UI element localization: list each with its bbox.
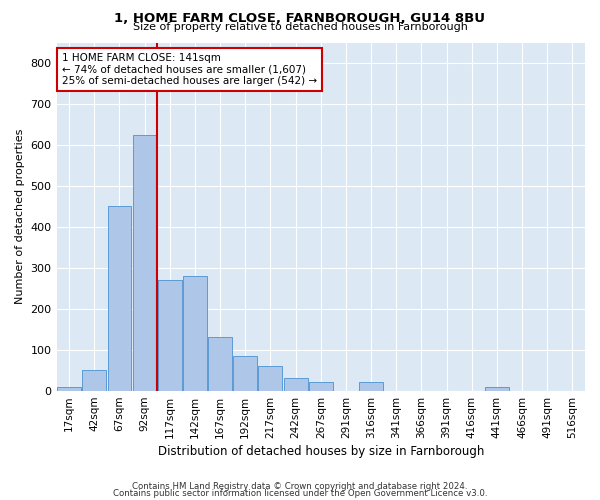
Bar bbox=[107, 206, 131, 390]
Text: Contains public sector information licensed under the Open Government Licence v3: Contains public sector information licen… bbox=[113, 488, 487, 498]
Bar bbox=[233, 356, 257, 390]
Text: 1 HOME FARM CLOSE: 141sqm
← 74% of detached houses are smaller (1,607)
25% of se: 1 HOME FARM CLOSE: 141sqm ← 74% of detac… bbox=[62, 53, 317, 86]
Y-axis label: Number of detached properties: Number of detached properties bbox=[15, 129, 25, 304]
Bar bbox=[133, 134, 157, 390]
Bar bbox=[309, 382, 333, 390]
Bar bbox=[485, 388, 509, 390]
Bar bbox=[359, 382, 383, 390]
Bar bbox=[208, 338, 232, 390]
Bar bbox=[284, 378, 308, 390]
Bar bbox=[158, 280, 182, 390]
Bar bbox=[259, 366, 283, 390]
Bar bbox=[183, 276, 207, 390]
Bar bbox=[82, 370, 106, 390]
Text: Contains HM Land Registry data © Crown copyright and database right 2024.: Contains HM Land Registry data © Crown c… bbox=[132, 482, 468, 491]
Bar bbox=[57, 388, 81, 390]
X-axis label: Distribution of detached houses by size in Farnborough: Distribution of detached houses by size … bbox=[158, 444, 484, 458]
Text: Size of property relative to detached houses in Farnborough: Size of property relative to detached ho… bbox=[133, 22, 467, 32]
Text: 1, HOME FARM CLOSE, FARNBOROUGH, GU14 8BU: 1, HOME FARM CLOSE, FARNBOROUGH, GU14 8B… bbox=[115, 12, 485, 26]
